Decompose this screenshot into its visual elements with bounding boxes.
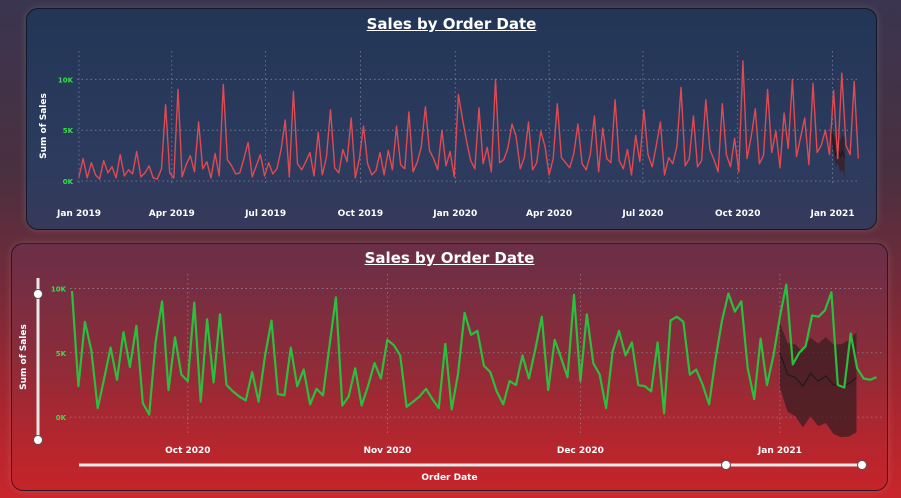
horizontal-zoom-right-handle-icon[interactable] [857, 460, 867, 470]
horizontal-zoom-left-handle-icon[interactable] [721, 460, 731, 470]
top-chart-title: Sales by Order Date [366, 15, 537, 33]
x-tick-label: Jan 2021 [810, 209, 855, 219]
top-line-chart[interactable]: Jan 2019 Apr 2019 Jul 2019 Oct 2019 Jan 2020… [27, 9, 876, 229]
bottom-chart-title: Sales by Order Date [364, 249, 535, 267]
top-chart-panel: Sales by Order Date Sum of Sales Jan 201… [26, 8, 877, 230]
bottom-chart-panel: Sales by Order Date Sum of Sales Oct 202… [11, 243, 888, 491]
x-tick-label: Apr 2020 [526, 209, 572, 219]
y-tick-label: 5K [56, 350, 67, 358]
vertical-zoom-top-handle-icon[interactable] [33, 289, 43, 299]
x-tick-label: Oct 2020 [715, 209, 760, 219]
x-tick-label: Jan 2021 [757, 446, 802, 456]
y-tick-label: 0K [56, 414, 67, 422]
series-line[interactable] [78, 60, 859, 180]
x-tick-label: Oct 2020 [165, 446, 210, 456]
x-tick-label: Jul 2020 [621, 209, 663, 219]
x-tick-label: Dec 2020 [557, 446, 604, 456]
y-tick-label: 10K [51, 285, 67, 293]
x-tick-label: Jul 2019 [244, 209, 286, 219]
vertical-zoom-bottom-handle-icon[interactable] [33, 435, 43, 445]
x-tick-label: Jan 2020 [432, 209, 477, 219]
x-tick-label: Jan 2019 [56, 209, 101, 219]
bottom-line-chart[interactable]: Oct 2020 Nov 2020 Dec 2020 Jan 2021 0K 5K 10K [12, 244, 887, 490]
y-tick-label: 5K [63, 127, 74, 135]
y-tick-label: 10K [58, 76, 74, 84]
series-line[interactable] [70, 283, 877, 416]
x-tick-label: Oct 2019 [338, 209, 383, 219]
bottom-chart-xlabel: Order Date [421, 473, 478, 483]
x-tick-label: Apr 2019 [149, 209, 195, 219]
x-tick-label: Nov 2020 [363, 446, 411, 456]
y-tick-label: 0K [63, 178, 74, 186]
